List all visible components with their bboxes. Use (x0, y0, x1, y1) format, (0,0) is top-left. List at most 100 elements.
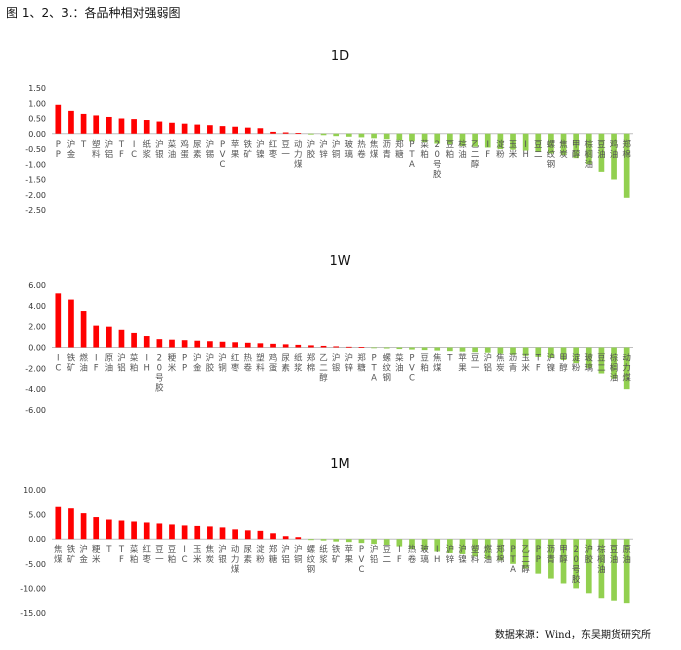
bar-1D-42 (585, 133, 592, 165)
bar-1D-12 (207, 125, 213, 134)
bar-1D-41 (573, 133, 580, 159)
bar-1M-9 (169, 524, 175, 540)
bar-1W-34 (484, 347, 491, 353)
category-label: 沪银 (155, 139, 164, 160)
category-label: 热卷 (244, 353, 253, 374)
bar-1W-19 (295, 344, 302, 348)
bar-1D-21 (320, 133, 327, 136)
bar-1D-26 (383, 133, 390, 140)
bar-1M-19 (295, 537, 302, 540)
bar-1M-15 (244, 530, 251, 540)
y-tick-label: -2.50 (25, 206, 46, 215)
bar-1W-8 (156, 339, 163, 348)
bar-1W-39 (548, 347, 554, 358)
bar-1D-38 (535, 133, 542, 153)
bar-1W-1 (68, 299, 74, 348)
bar-1M-6 (131, 521, 137, 540)
bar-1D-32 (459, 133, 466, 146)
category-label: 沪铝 (105, 139, 114, 160)
bar-1D-30 (434, 133, 441, 144)
category-label: 棕榈油 (585, 139, 594, 170)
category-label: 沪银 (218, 544, 227, 565)
category-label: 原油 (105, 354, 114, 374)
y-tick-label: -1.00 (25, 160, 46, 169)
category-label: 燃油 (483, 544, 492, 565)
bar-1D-35 (497, 133, 504, 149)
bar-1D-11 (194, 124, 201, 134)
bar-1M-32 (459, 539, 466, 554)
bar-1D-27 (396, 133, 403, 141)
category-label: 豆油 (610, 545, 619, 565)
bar-1D-25 (371, 133, 377, 139)
category-label: 菜粕 (130, 544, 139, 565)
bar-1D-8 (156, 121, 163, 134)
chart-title: 1W (329, 254, 350, 269)
y-tick-label: -15.00 (20, 609, 46, 618)
bar-1D-45 (623, 133, 630, 198)
bar-1M-17 (270, 533, 276, 540)
bar-1W-0 (55, 293, 62, 348)
bar-1D-6 (131, 119, 137, 134)
bar-1W-17 (270, 343, 276, 348)
category-label: 粳米 (92, 544, 101, 565)
category-label: 豆一 (155, 545, 164, 565)
category-label: 苹果 (231, 139, 240, 160)
category-label: 动力煤 (231, 544, 240, 575)
bar-1W-45 (623, 347, 630, 390)
category-label: 沪镍 (256, 139, 265, 160)
bar-1W-2 (80, 311, 87, 348)
category-label: 沪银 (332, 353, 341, 374)
bar-1W-20 (308, 345, 314, 348)
bar-1W-18 (282, 344, 289, 348)
bar-1W-13 (219, 341, 226, 348)
bar-1W-42 (585, 347, 592, 369)
category-label: 纸浆 (294, 353, 303, 374)
bar-1M-20 (308, 539, 314, 541)
category-label: 玉米 (509, 140, 518, 160)
category-label: 郑棉 (307, 353, 316, 374)
bar-1D-23 (345, 133, 352, 137)
bar-1M-24 (358, 539, 365, 544)
bar-1W-21 (320, 345, 327, 348)
category-label: 淀粉 (572, 353, 581, 374)
bar-1M-4 (105, 519, 112, 540)
chart-1d: 1D 1.50 1.00 0.50 0.00 -0.50 -1.00 -1.50 -2.00 -2… (25, 49, 633, 215)
bar-1M-13 (219, 527, 226, 540)
category-label: 玉米 (521, 354, 530, 374)
category-label: 焦炭 (496, 353, 505, 374)
bar-1W-6 (131, 332, 137, 348)
category-label: 沥青 (547, 545, 556, 565)
category-label: 焦煤 (433, 353, 442, 374)
bar-1W-23 (345, 346, 352, 348)
category-label: 乙二醇 (319, 354, 328, 384)
bar-1M-11 (194, 525, 201, 540)
bar-1D-44 (611, 133, 617, 180)
category-label: 菜油 (168, 139, 177, 160)
category-label: 棕油 (458, 139, 467, 160)
bar-1D-3 (93, 115, 100, 134)
bar-1M-22 (333, 539, 340, 542)
category-label: 玉米 (193, 545, 202, 565)
category-label: 沪铜 (332, 139, 341, 160)
category-label: 2 0 号胶 (433, 140, 442, 180)
category-label: 沥青 (509, 354, 518, 374)
y-tick-label: -4.00 (25, 385, 46, 394)
bar-1D-43 (598, 133, 605, 172)
bar-1W-37 (522, 347, 529, 356)
bar-1D-28 (409, 133, 415, 142)
category-label: 螺纹钢 (547, 139, 556, 170)
bar-1W-15 (244, 342, 251, 348)
bar-1M-34 (484, 539, 491, 559)
category-label: 鸡蛋 (269, 353, 278, 374)
bar-1W-4 (105, 326, 112, 348)
category-label: 铁矿 (332, 544, 341, 565)
bar-1W-41 (573, 347, 580, 364)
category-label: 菜粕 (420, 139, 429, 160)
